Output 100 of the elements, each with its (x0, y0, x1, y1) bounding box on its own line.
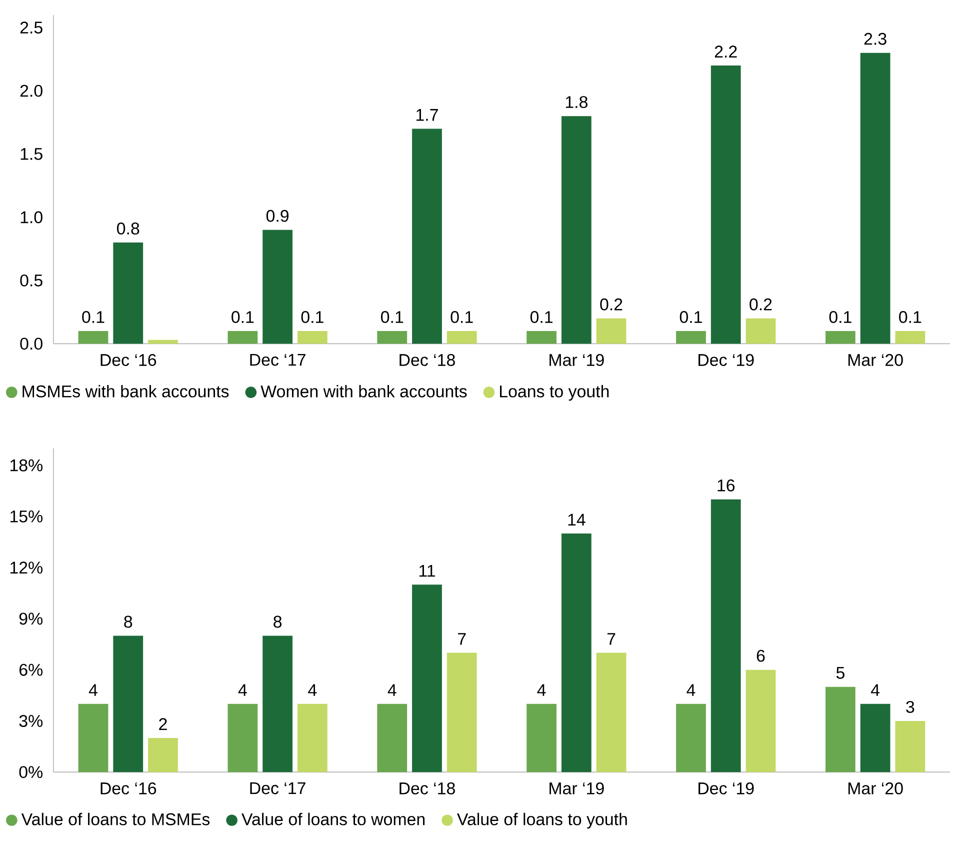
data-label: 5 (836, 667, 844, 679)
data-label: 0.1 (232, 311, 254, 324)
y-tick-label: 3% (19, 715, 43, 728)
y-tick-label: 15% (10, 510, 43, 523)
data-label: 16 (718, 480, 735, 492)
data-label: 0.1 (829, 311, 852, 324)
bar (596, 652, 626, 772)
bar (676, 331, 706, 344)
x-tick-label: Dec ‘17 (250, 354, 306, 366)
bar (113, 242, 144, 344)
data-label: 2.3 (864, 32, 886, 45)
data-label: 0.1 (450, 311, 473, 324)
data-label: 2.2 (714, 46, 737, 58)
data-label: 0.2 (600, 298, 622, 310)
x-tick-label: Dec ‘17 (250, 782, 306, 794)
bar (377, 331, 408, 344)
legend-label: Women with bank accounts (260, 385, 467, 398)
data-label: 0.1 (680, 311, 702, 324)
x-tick-label: Dec ‘16 (100, 782, 156, 794)
data-label: 11 (419, 565, 435, 577)
bar (860, 52, 890, 344)
bar (746, 318, 776, 344)
data-label: 4 (308, 684, 317, 696)
y-tick-label: 12% (10, 562, 43, 574)
y-tick-label: 9% (19, 612, 43, 625)
x-tick-label: Dec ‘19 (698, 782, 754, 794)
data-label: 4 (88, 684, 98, 696)
y-tick-label: 6% (20, 664, 43, 676)
bar (113, 636, 144, 772)
bar (596, 318, 626, 344)
x-tick-label: Mar ‘20 (848, 354, 903, 366)
data-label: 4 (388, 684, 396, 696)
data-label: 7 (458, 633, 466, 645)
x-tick-label: Mar ‘20 (848, 782, 903, 794)
y-tick-label: 1.0 (20, 211, 42, 224)
data-label: 14 (568, 514, 586, 526)
y-tick-label: 18% (10, 459, 43, 472)
bar (412, 128, 442, 344)
data-label: 0.1 (82, 311, 104, 324)
bar (262, 636, 293, 772)
data-label: 4 (537, 684, 546, 696)
bar (561, 534, 592, 772)
bar (297, 331, 328, 344)
bar (526, 331, 557, 344)
data-label: 0.1 (381, 311, 404, 324)
bar (228, 704, 258, 772)
x-tick-label: Dec ‘18 (400, 354, 455, 366)
data-label: 0.1 (530, 311, 553, 324)
bar (561, 116, 592, 344)
bar (895, 331, 926, 344)
bar (710, 66, 741, 344)
y-tick-label: 2.5 (20, 22, 42, 34)
y-tick-label: 0.0 (20, 338, 42, 350)
bar (825, 686, 856, 772)
legend-label: Loans to youth (500, 385, 609, 401)
bar (78, 331, 108, 344)
data-label: 7 (607, 633, 616, 645)
bar (825, 331, 856, 344)
legend-label: Value of loans to youth (456, 812, 627, 829)
x-tick-label: Dec ‘19 (698, 354, 754, 366)
bar (860, 704, 890, 772)
data-label: 8 (274, 616, 282, 628)
bar (746, 670, 776, 772)
bar (710, 500, 741, 772)
bar (377, 704, 408, 772)
data-label: 4 (238, 684, 247, 696)
y-tick-label: 2.0 (20, 84, 42, 97)
data-label: 8 (124, 616, 132, 628)
y-tick-label: 0.5 (20, 274, 42, 287)
data-label: 1.7 (416, 109, 438, 121)
data-label: 4 (870, 684, 880, 696)
legend-label: Value of loans to women (242, 812, 425, 826)
x-tick-label: Mar ‘19 (550, 782, 604, 794)
bar (262, 230, 293, 344)
data-label: 3 (906, 701, 914, 714)
data-label: 4 (686, 684, 696, 696)
bar (148, 340, 178, 344)
data-label: 0.9 (266, 210, 289, 222)
legend-label: MSMEs with bank accounts (22, 385, 229, 398)
data-label: 0.1 (899, 311, 922, 324)
bar (412, 584, 442, 772)
x-tick-label: Dec ‘16 (100, 354, 156, 366)
bar (78, 704, 108, 772)
data-label: 0.8 (117, 222, 140, 235)
x-tick-label: Dec ‘18 (400, 782, 455, 794)
bar (446, 652, 477, 772)
bar (148, 738, 178, 772)
bar (297, 704, 328, 772)
y-tick-label: 0% (19, 766, 43, 778)
bar (895, 721, 926, 772)
data-label: 2 (159, 718, 167, 730)
bar (228, 331, 258, 344)
y-tick-label: 1.5 (20, 148, 42, 160)
data-label: 0.1 (301, 311, 324, 324)
data-label: 6 (756, 650, 765, 662)
data-label: 1.8 (566, 96, 588, 108)
bar (526, 704, 557, 772)
data-label: 0.2 (750, 298, 772, 310)
legend-label: Value of loans to MSMEs (21, 812, 210, 826)
bar (676, 704, 706, 772)
